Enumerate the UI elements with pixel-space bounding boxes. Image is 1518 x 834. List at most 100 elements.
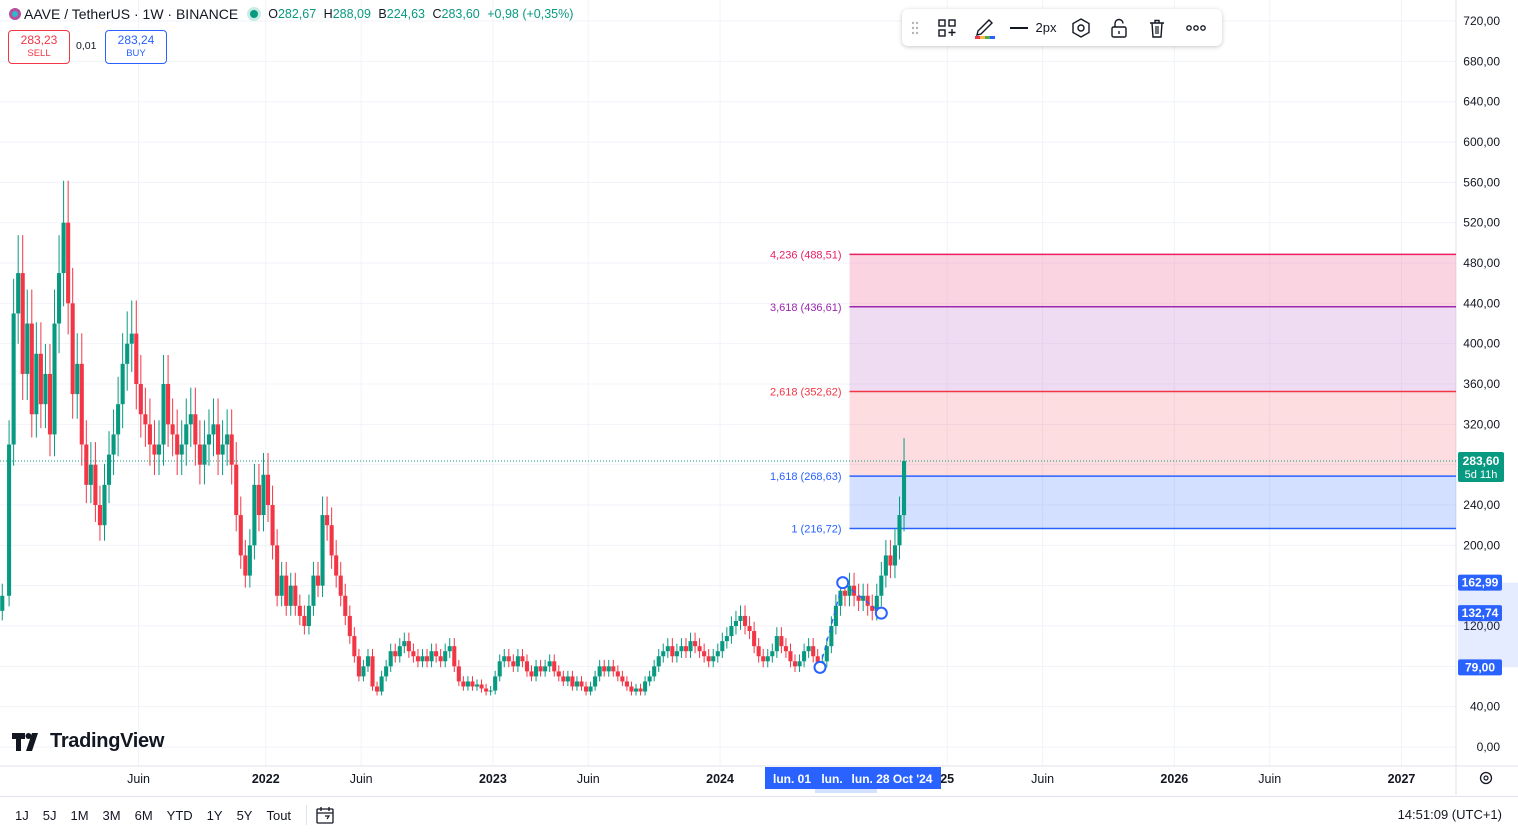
candle-body (170, 424, 175, 435)
clock-timezone[interactable]: 14:51:09 (UTC+1) (1397, 807, 1502, 822)
range-tout[interactable]: Tout (266, 807, 292, 823)
candle-body (879, 575, 884, 596)
candle-body (134, 333, 139, 385)
price-tick-label: 400,00 (1463, 337, 1500, 351)
line-style-icon[interactable]: 2px (1004, 9, 1062, 46)
candle-body (411, 651, 416, 657)
candle-body (706, 656, 711, 662)
candle-body (456, 666, 461, 682)
candle-body (11, 313, 16, 445)
candle-body (415, 656, 420, 662)
range-5j[interactable]: 5J (42, 807, 57, 823)
range-6m[interactable]: 6M (134, 807, 153, 823)
change-value: +0,98 (+0,35%) (487, 7, 574, 21)
candle-body (724, 636, 729, 642)
candle-body (861, 595, 866, 601)
candle-body (720, 641, 725, 652)
candle-body (802, 651, 807, 662)
candle-body (206, 434, 212, 445)
candle-body (661, 651, 666, 657)
calendar-goto-icon[interactable] (315, 805, 335, 825)
chart-grid (0, 0, 1518, 795)
candle-body (329, 525, 334, 556)
candle-body (783, 646, 788, 652)
candle-body (352, 636, 357, 657)
lock-icon[interactable] (1100, 9, 1138, 46)
sell-button[interactable]: 283,23 SELL (8, 30, 70, 64)
candle-body (888, 555, 893, 566)
candle-body (824, 646, 829, 662)
candle-body (570, 676, 575, 687)
range-3m[interactable]: 3M (102, 807, 121, 823)
candle-body (275, 545, 280, 596)
price-tick-label: 0,00 (1477, 740, 1501, 754)
divider (306, 805, 308, 825)
candle-body (611, 666, 616, 672)
buy-button[interactable]: 283,24 BUY (105, 30, 167, 64)
candle-body (447, 646, 452, 652)
range-1j[interactable]: 1J (15, 807, 29, 823)
candle-body (633, 688, 639, 692)
candle-body (361, 666, 366, 677)
market-status-dot (250, 10, 259, 18)
candle-body (57, 273, 62, 324)
candle-body (520, 656, 525, 662)
trash-icon[interactable] (1138, 9, 1176, 46)
price-tick-label: 360,00 (1463, 377, 1500, 391)
range-1y[interactable]: 1Y (206, 807, 223, 823)
range-ytd[interactable]: YTD (166, 807, 193, 823)
drag-handle-icon[interactable] (902, 9, 928, 46)
candle-body (638, 688, 643, 692)
fib-level-label: 4,236 (488,51) (770, 249, 842, 261)
price-tick-label: 560,00 (1463, 175, 1500, 189)
object-tree-icon[interactable] (928, 9, 966, 46)
candle-body (747, 626, 752, 632)
candle-body (34, 353, 39, 415)
candle-body (125, 343, 130, 364)
candle-body (288, 585, 293, 606)
candle-body (338, 575, 343, 596)
fib-level-label: 1,618 (268,63) (770, 471, 842, 483)
candle-body (0, 595, 5, 611)
price-marker-label: 79,00 (1465, 660, 1495, 674)
candle-body (484, 688, 489, 692)
candle-body (883, 555, 888, 576)
candle-body (534, 666, 539, 677)
candle-body (461, 681, 466, 687)
pencil-color-icon[interactable] (966, 9, 1004, 46)
candle-body (670, 646, 675, 657)
range-selector: 1J 5J 1M 3M 6M YTD 1Y 5Y Tout (8, 808, 298, 823)
more-icon[interactable] (1176, 9, 1216, 46)
candle-body (20, 273, 25, 374)
candle-body (452, 646, 457, 667)
candle-body (261, 474, 266, 516)
candle-body (443, 651, 448, 662)
range-5y[interactable]: 5Y (236, 807, 253, 823)
fib-level-label: 3,618 (436,61) (770, 302, 842, 314)
candle-body (506, 656, 511, 662)
candle-body (665, 646, 670, 652)
symbol-title[interactable]: AAVE / TetherUS · 1W · BINANCE (24, 6, 239, 22)
candle-body (842, 590, 848, 596)
price-tick-label: 600,00 (1463, 135, 1500, 149)
bar-countdown-label: 5d 11h (1465, 469, 1498, 481)
settings-hexagon-icon[interactable] (1062, 9, 1100, 46)
range-1m[interactable]: 1M (70, 807, 89, 823)
candle-body (788, 651, 793, 662)
candle-body (356, 656, 361, 677)
candle-body (515, 656, 520, 667)
candle-body (293, 585, 298, 606)
candle-body (529, 671, 534, 677)
candle-body (7, 444, 12, 596)
candle-body (688, 641, 693, 652)
fib-anchor-handle (813, 660, 827, 674)
candle-body (715, 651, 720, 657)
tradingview-logo[interactable]: TradingView (12, 730, 164, 753)
fib-anchor-handle (874, 606, 888, 620)
candle-body (547, 661, 552, 667)
candle-body (365, 656, 371, 667)
candle-body (188, 414, 193, 425)
candle-body (438, 656, 443, 662)
time-tick-label: 2023 (479, 772, 507, 786)
